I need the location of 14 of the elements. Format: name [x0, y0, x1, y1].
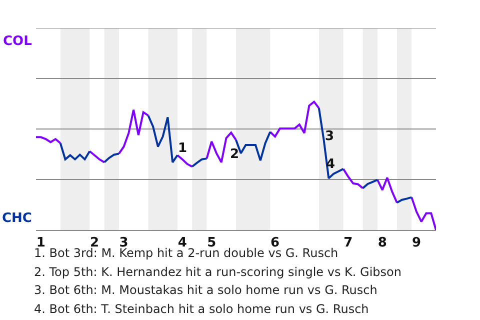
- text: 2. Top 5th: K. Hernandez hit a run-scoring single vs K. Gibson: [34, 265, 402, 279]
- x-tick-label: 8: [378, 236, 387, 251]
- text: 3. Bot 6th: M. Moustakas hit a solo home run vs G. Rusch: [34, 283, 378, 297]
- annotation: 1: [178, 141, 188, 156]
- text: 4. Bot 6th: T. Steinbach hit a solo home run vs G. Rusch: [34, 302, 369, 316]
- x-tick-label: 4: [178, 236, 187, 251]
- x-tick-label: 7: [344, 236, 353, 251]
- x-tick-label: 6: [270, 236, 280, 251]
- text: CHC: [2, 211, 32, 226]
- x-tick-label: 5: [207, 236, 216, 251]
- text: COL: [3, 34, 32, 49]
- x-tick-label: 9: [412, 236, 422, 251]
- annotation: 3: [325, 129, 334, 144]
- annotation: 2: [230, 147, 240, 162]
